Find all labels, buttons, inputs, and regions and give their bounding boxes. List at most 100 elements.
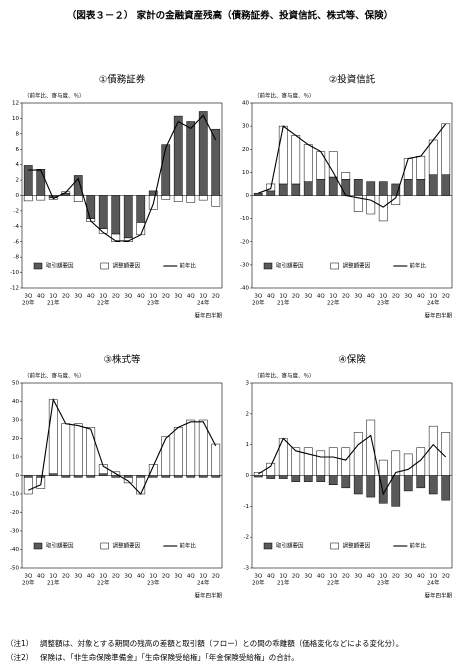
y-axis-label: （前年比、寄与度、％） bbox=[24, 372, 85, 380]
legend-swatch bbox=[263, 542, 273, 550]
bar bbox=[441, 123, 451, 175]
bar bbox=[253, 192, 263, 196]
note-text: 調整額は、対象とする期間の残高の差額と取引額（フロー）との間の乖離額（価格変化な… bbox=[40, 638, 403, 648]
bar bbox=[148, 475, 158, 478]
x-tick-label: 4Q bbox=[187, 294, 195, 300]
legend-swatch bbox=[330, 262, 339, 270]
legend-swatch bbox=[33, 262, 43, 270]
bar bbox=[378, 195, 388, 222]
bar bbox=[278, 475, 288, 479]
y-tick-label: 2 bbox=[246, 411, 250, 417]
bar bbox=[198, 475, 208, 478]
chart-title: ②投資信託 bbox=[329, 74, 376, 86]
bar bbox=[291, 475, 301, 482]
x-tick-label: 3Q bbox=[304, 574, 312, 580]
x-tick-label: 3Q bbox=[74, 574, 82, 580]
bar bbox=[61, 423, 71, 476]
bar bbox=[416, 155, 426, 180]
x-year-label: 21年 bbox=[277, 299, 290, 307]
x-axis-label: 暦年四半期 bbox=[194, 592, 222, 600]
chart-title: ④保険 bbox=[338, 354, 366, 366]
bar bbox=[316, 475, 326, 482]
x-year-label: 22年 bbox=[327, 579, 340, 587]
x-tick-label: 1Q bbox=[149, 294, 157, 300]
bar bbox=[278, 125, 288, 185]
x-tick-label: 2Q bbox=[392, 574, 400, 580]
x-tick-label: 1Q bbox=[329, 294, 337, 300]
y-axis-label: （前年比、寄与度、％） bbox=[254, 372, 315, 380]
bar bbox=[353, 432, 363, 476]
y-tick-label: 30 bbox=[12, 418, 19, 424]
bar bbox=[86, 475, 96, 478]
y-tick-label: -12 bbox=[10, 286, 19, 292]
bar bbox=[48, 473, 58, 476]
x-tick-label: 1Q bbox=[379, 294, 387, 300]
x-tick-label: 2Q bbox=[62, 294, 70, 300]
x-year-label: 23年 bbox=[147, 579, 160, 587]
x-tick-label: 1Q bbox=[379, 574, 387, 580]
x-tick-label: 4Q bbox=[137, 294, 145, 300]
bar bbox=[316, 450, 326, 476]
bar bbox=[403, 453, 413, 476]
y-tick-label: 6 bbox=[16, 147, 20, 153]
line bbox=[257, 434, 447, 496]
legend-label: 前年比 bbox=[409, 542, 426, 550]
x-tick-label: 3Q bbox=[174, 574, 182, 580]
legend-label: 取引額要因 bbox=[276, 542, 304, 550]
x-tick-label: 3Q bbox=[24, 574, 32, 580]
legend-label: 取引額要因 bbox=[276, 262, 304, 270]
bar bbox=[303, 144, 313, 182]
bar bbox=[341, 447, 351, 476]
x-tick-label: 2Q bbox=[112, 574, 120, 580]
bar bbox=[186, 195, 196, 203]
bar bbox=[266, 190, 276, 196]
y-tick-label: 10 bbox=[12, 116, 19, 122]
bar bbox=[378, 459, 388, 476]
y-tick-label: -10 bbox=[240, 216, 249, 222]
line bbox=[28, 397, 217, 495]
y-tick-label: -3 bbox=[244, 566, 250, 572]
bar bbox=[328, 151, 338, 178]
bar bbox=[73, 423, 83, 476]
y-tick-label: -40 bbox=[240, 286, 249, 292]
bar bbox=[36, 475, 46, 478]
x-axis-label: 暦年四半期 bbox=[194, 312, 222, 320]
x-year-label: 20年 bbox=[22, 299, 35, 307]
x-tick-label: 3Q bbox=[304, 294, 312, 300]
legend-swatch bbox=[33, 542, 43, 550]
legend-swatch bbox=[263, 262, 273, 270]
bar bbox=[391, 195, 401, 205]
y-axis-label: （前年比、寄与度、％） bbox=[254, 92, 315, 100]
bar bbox=[23, 477, 33, 495]
bar bbox=[428, 174, 438, 196]
y-tick-label: 0 bbox=[246, 473, 250, 479]
legend-label: 調整額要因 bbox=[343, 262, 371, 270]
y-tick-label: 30 bbox=[242, 124, 249, 130]
bar bbox=[441, 174, 451, 196]
x-tick-label: 4Q bbox=[87, 294, 95, 300]
legend-label: 前年比 bbox=[179, 542, 196, 550]
x-tick-label: 4Q bbox=[367, 294, 375, 300]
x-year-label: 22年 bbox=[97, 579, 110, 587]
y-tick-label: -10 bbox=[10, 270, 19, 276]
x-tick-label: 4Q bbox=[367, 574, 375, 580]
y-tick-label: 1 bbox=[246, 442, 250, 448]
bar bbox=[186, 419, 196, 476]
x-tick-label: 2Q bbox=[292, 294, 300, 300]
bar bbox=[428, 475, 438, 495]
bar bbox=[291, 135, 301, 185]
x-tick-label: 1Q bbox=[329, 574, 337, 580]
bar bbox=[366, 195, 376, 215]
bar bbox=[136, 195, 146, 223]
legend-swatch bbox=[100, 262, 109, 270]
x-year-label: 23年 bbox=[377, 299, 390, 307]
x-tick-label: 1Q bbox=[279, 574, 287, 580]
x-tick-label: 4Q bbox=[87, 574, 95, 580]
x-tick-label: 2Q bbox=[342, 574, 350, 580]
x-tick-label: 4Q bbox=[37, 294, 45, 300]
bar bbox=[353, 179, 363, 196]
x-tick-label: 4Q bbox=[417, 574, 425, 580]
bar bbox=[353, 475, 363, 495]
x-tick-label: 4Q bbox=[417, 294, 425, 300]
x-year-label: 24年 bbox=[427, 579, 440, 587]
